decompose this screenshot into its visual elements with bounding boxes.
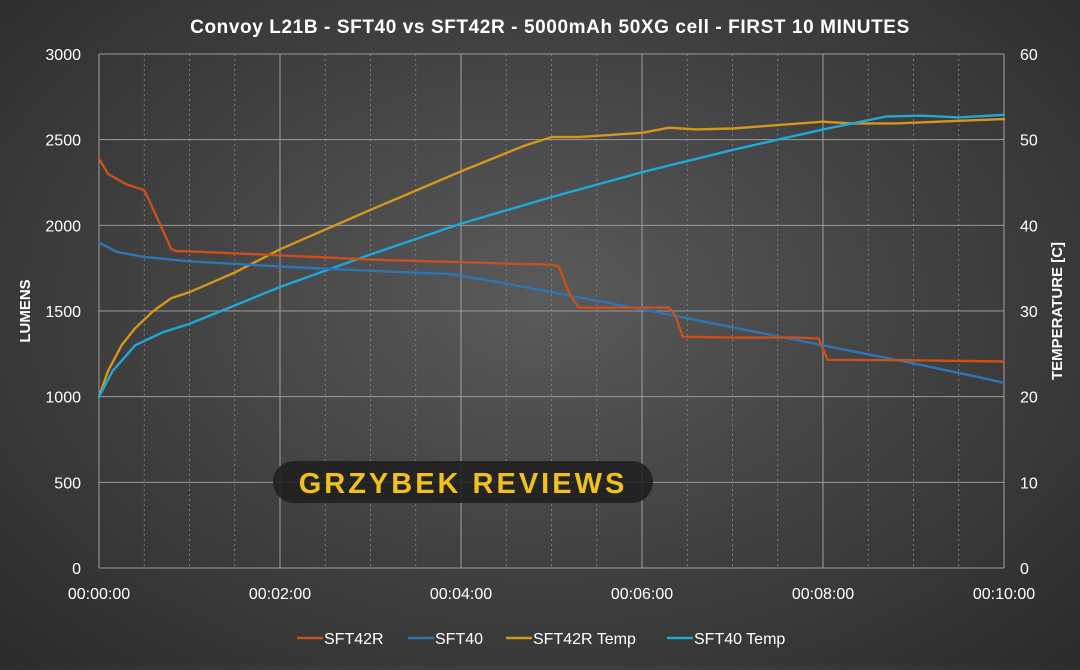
series-line-sft42r-temp [97, 117, 1006, 398]
y-tick-label-3: 1500 [45, 304, 81, 321]
y-tick-label-2: 1000 [45, 390, 81, 407]
y-tick-label-4: 2000 [45, 218, 81, 235]
y2-axis-label: TEMPERATURE [C] [1049, 242, 1066, 380]
watermark-text: GRZYBEK REVIEWS [299, 468, 628, 500]
chart-title-group: Convoy L21B - SFT40 vs SFT42R - 5000mAh … [190, 17, 910, 38]
y2-tick-label-3: 30 [1020, 304, 1038, 321]
y2-axis-ticks: 0 10 20 30 40 50 60 [1020, 47, 1038, 578]
series-line-sft40-temp [97, 113, 1006, 398]
y-axis-ticks: 0 500 1000 1500 2000 2500 3000 [45, 47, 81, 578]
y2-tick-label-6: 60 [1020, 47, 1038, 64]
series-line-sft42r [97, 157, 1006, 363]
legend-label-sft40: SFT40 [435, 631, 483, 648]
legend: SFT42R SFT40 SFT42R Temp SFT40 Temp [297, 631, 785, 648]
y-tick-label-5: 2500 [45, 133, 81, 150]
y-tick-label-1: 500 [54, 475, 81, 492]
y2-tick-label-5: 50 [1020, 133, 1038, 150]
x-tick-label-2: 00:04:00 [430, 586, 492, 603]
x-axis-ticks: 00:00:00 00:02:00 00:04:00 00:06:00 00:08:00… [68, 586, 1035, 603]
y2-tick-label-1: 10 [1020, 475, 1038, 492]
x-tick-label-4: 00:08:00 [792, 586, 854, 603]
series-layer [97, 113, 1006, 398]
legend-label-sft40-temp: SFT40 Temp [694, 631, 785, 648]
y-tick-label-0: 0 [72, 561, 81, 578]
legend-label-sft42r-temp: SFT42R Temp [533, 631, 636, 648]
series-line-sft40 [97, 241, 1006, 385]
chart-title: Convoy L21B - SFT40 vs SFT42R - 5000mAh … [190, 17, 910, 38]
y2-tick-label-2: 20 [1020, 390, 1038, 407]
x-tick-label-3: 00:06:00 [611, 586, 673, 603]
watermark-badge: GRZYBEK REVIEWS [273, 461, 653, 503]
x-tick-label-1: 00:02:00 [249, 586, 311, 603]
y-tick-label-6: 3000 [45, 47, 81, 64]
major-grid [98, 53, 1005, 569]
legend-label-sft42r: SFT42R [324, 631, 384, 648]
x-tick-label-5: 00:10:00 [973, 586, 1035, 603]
x-tick-label-0: 00:00:00 [68, 586, 130, 603]
y2-tick-label-4: 40 [1020, 218, 1038, 235]
y2-tick-label-0: 0 [1020, 561, 1029, 578]
y-axis-label: LUMENS [17, 279, 34, 342]
